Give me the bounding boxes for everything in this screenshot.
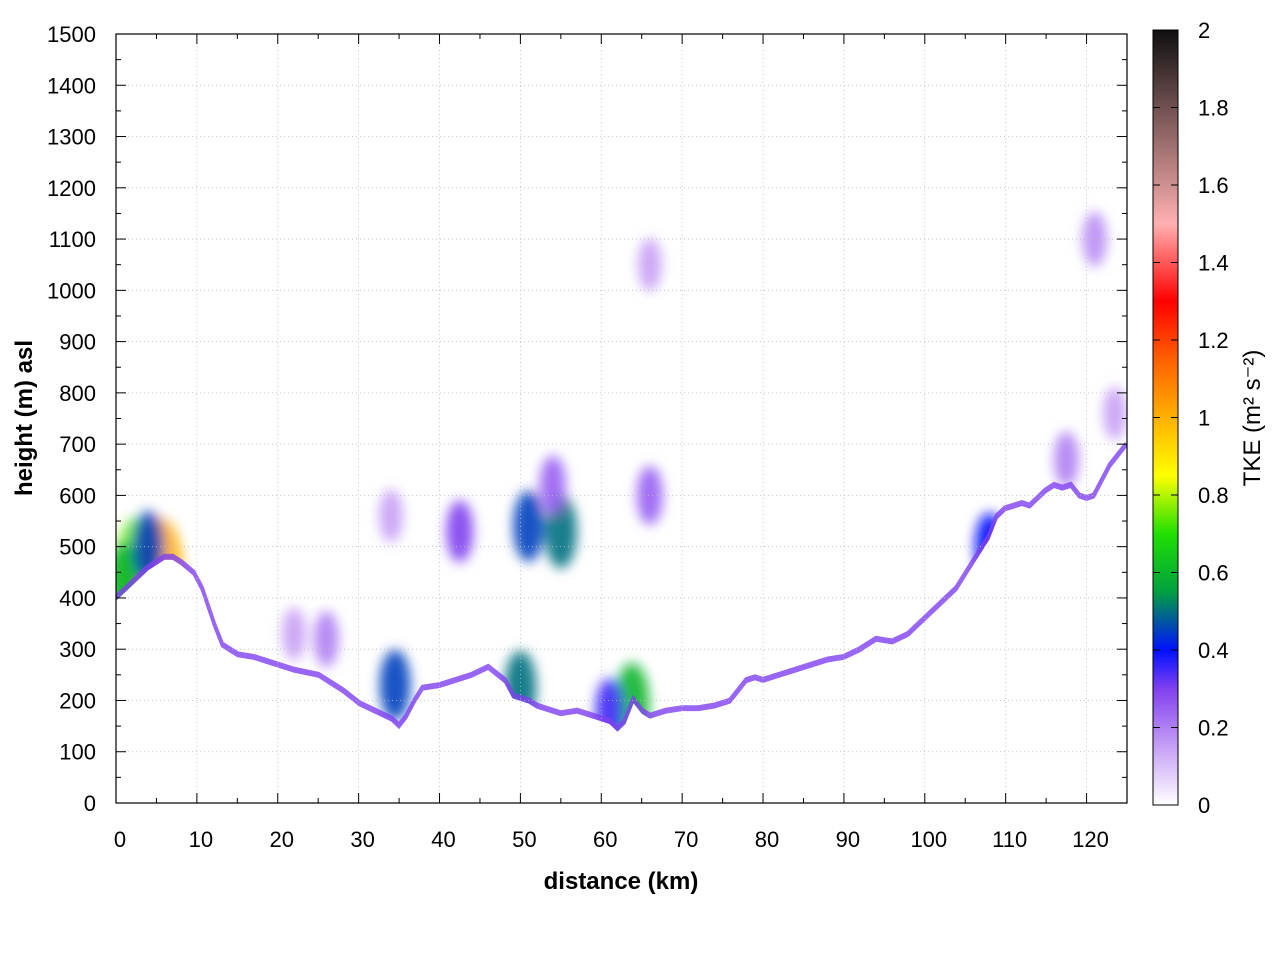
colorbar-tick-label: 2 bbox=[1198, 18, 1210, 43]
y-tick-label: 300 bbox=[59, 637, 96, 662]
tke-hotspot bbox=[282, 607, 306, 661]
y-tick-label: 400 bbox=[59, 586, 96, 611]
colorbar: 0 0.2 0.4 0.6 0.8 1 1.2 1.4 1.6 1.8 2 TKE (m² s⁻²) bbox=[1152, 18, 1266, 818]
tke-hotspot bbox=[446, 500, 474, 563]
colorbar-tick-label: 1.4 bbox=[1198, 251, 1229, 276]
colorbar-title: TKE (m² s⁻²) bbox=[1239, 350, 1266, 487]
x-tick-label: 120 bbox=[1072, 827, 1109, 852]
y-tick-label: 900 bbox=[59, 330, 96, 355]
y-tick-label: 1000 bbox=[47, 278, 96, 303]
colorbar-tick-label: 1.6 bbox=[1198, 173, 1229, 198]
colorbar-tick-label: 1.8 bbox=[1198, 96, 1229, 121]
y-tick-label: 1100 bbox=[49, 227, 96, 252]
y-tick-label: 0 bbox=[84, 791, 96, 816]
y-tick-label: 500 bbox=[59, 535, 96, 560]
tke-hotspot bbox=[636, 465, 663, 525]
x-tick-label: 50 bbox=[512, 827, 536, 852]
colorbar-tick-label: 0 bbox=[1198, 793, 1210, 818]
tke-hotspot bbox=[1103, 386, 1127, 440]
colorbar-tick-label: 0.8 bbox=[1198, 483, 1229, 508]
y-tick-label: 1400 bbox=[47, 73, 96, 98]
y-tick-label: 200 bbox=[59, 688, 96, 713]
x-axis-title: distance (km) bbox=[544, 868, 699, 895]
x-tick-label: 70 bbox=[674, 827, 698, 852]
tke-hotspot bbox=[1082, 211, 1107, 267]
x-tick-label: 10 bbox=[189, 827, 213, 852]
tke-hotspot bbox=[379, 489, 403, 543]
terrain-surface-tke bbox=[116, 442, 1127, 733]
y-tick-label: 600 bbox=[59, 483, 96, 508]
grid-lines bbox=[116, 34, 1127, 803]
colorbar-tick-label: 1 bbox=[1198, 406, 1210, 431]
tke-field bbox=[116, 211, 1127, 803]
terrain-mask bbox=[116, 447, 1127, 803]
x-tick-label: 90 bbox=[836, 827, 860, 852]
colorbar-tick-label: 0.6 bbox=[1198, 561, 1229, 586]
colorbar-tick-label: 0.2 bbox=[1198, 716, 1229, 741]
x-tick-label: 80 bbox=[755, 827, 779, 852]
x-tick-label: 100 bbox=[910, 827, 947, 852]
colorbar-ticks: 0 0.2 0.4 0.6 0.8 1 1.2 1.4 1.6 1.8 2 bbox=[1153, 18, 1229, 818]
tke-hotspot bbox=[313, 610, 339, 667]
y-tick-label: 1300 bbox=[47, 125, 96, 150]
y-tick-label: 800 bbox=[59, 381, 96, 406]
y-tick-label: 700 bbox=[59, 432, 96, 457]
x-tick-label: 60 bbox=[593, 827, 617, 852]
tke-hotspot bbox=[1053, 431, 1079, 488]
tke-hotspot bbox=[513, 490, 544, 562]
y-axis: 0 100 200 300 400 500 600 700 800 900 1000 1100 1200… bbox=[47, 22, 1127, 816]
x-tick-label: 20 bbox=[270, 827, 294, 852]
x-tick-label: 40 bbox=[431, 827, 455, 852]
tke-hotspot bbox=[638, 238, 662, 292]
y-tick-label: 100 bbox=[59, 740, 96, 765]
y-tick-label: 1500 bbox=[47, 22, 96, 47]
tke-hotspot bbox=[539, 455, 566, 515]
x-tick-label: 0 bbox=[114, 827, 126, 852]
tke-hotspot bbox=[379, 649, 411, 721]
y-tick-label: 1200 bbox=[47, 176, 96, 201]
y-axis-title: height (m) asl bbox=[11, 340, 38, 496]
colorbar-tick-label: 0.4 bbox=[1198, 638, 1229, 663]
x-tick-label: 110 bbox=[992, 827, 1027, 852]
x-axis: 0 10 20 30 40 50 60 70 80 90 100 110 120 bbox=[114, 34, 1109, 852]
x-tick-label: 30 bbox=[350, 827, 374, 852]
colorbar-tick-label: 1.2 bbox=[1198, 328, 1229, 353]
